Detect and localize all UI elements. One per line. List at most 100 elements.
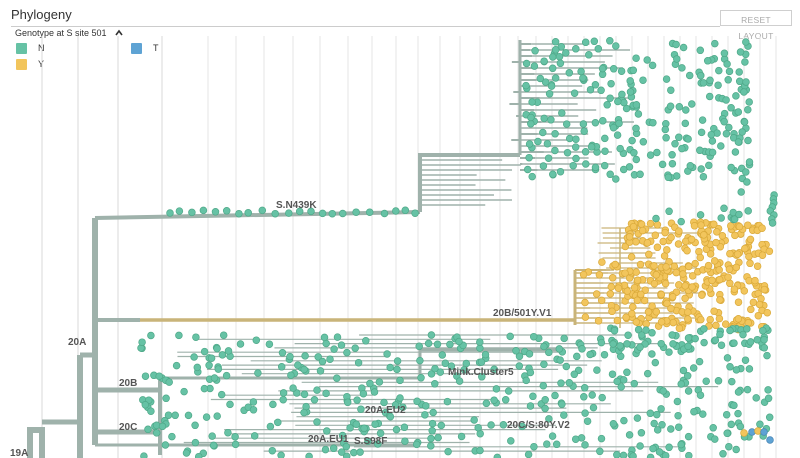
panel-title: Phylogeny: [11, 7, 72, 22]
tree-tip: [386, 412, 395, 421]
tree-tip: [527, 113, 535, 122]
tree-tip: [763, 308, 772, 317]
tree-tip: [431, 380, 439, 388]
tree-tip: [732, 263, 741, 272]
tree-tip: [155, 372, 163, 380]
tree-tip: [607, 79, 615, 88]
tree-tip: [188, 208, 196, 217]
chevron-up-icon[interactable]: [114, 28, 124, 38]
tree-tip: [745, 252, 753, 261]
tree-tip: [708, 148, 717, 157]
tree-tip: [596, 447, 604, 456]
tree-tip: [438, 351, 447, 359]
tree-tip: [691, 259, 699, 268]
tree-tip: [643, 369, 652, 378]
tree-tip: [572, 45, 580, 53]
tree-tip: [667, 425, 675, 433]
tree-tip: [570, 89, 579, 97]
tree-tip: [734, 138, 743, 146]
tree-tip: [295, 207, 304, 216]
tree-tip: [393, 357, 402, 365]
tree-tip: [492, 385, 501, 393]
tree-tip: [413, 397, 421, 406]
tree-tip: [383, 350, 391, 358]
tree-tip: [314, 353, 322, 361]
tree-tip: [490, 365, 498, 374]
tree-tip: [422, 402, 430, 410]
tree-tip: [330, 345, 338, 353]
tree-tip: [715, 314, 724, 323]
tree-tip: [700, 231, 708, 239]
tree-tip: [609, 65, 618, 73]
tree-tip: [437, 421, 446, 430]
tree-tip: [560, 334, 568, 343]
tree-tip: [745, 98, 753, 106]
tree-tip: [746, 338, 755, 346]
tree-tip: [727, 104, 735, 112]
tree-tip: [727, 420, 736, 429]
tree-tip: [735, 210, 743, 219]
tree-tip: [278, 349, 287, 357]
tree-tip: [200, 384, 209, 393]
tree-tip: [684, 342, 692, 351]
tree-tip: [565, 379, 574, 387]
tree-tip: [141, 372, 150, 380]
tree-tip: [601, 147, 609, 155]
tree-tip: [318, 357, 327, 366]
tree-tip: [716, 296, 724, 304]
tree-tip: [734, 409, 742, 418]
tree-tip: [717, 142, 725, 150]
tree-tip: [140, 452, 148, 458]
tree-tip: [642, 320, 650, 328]
tree-tip: [548, 64, 557, 73]
tree-tip: [380, 398, 388, 407]
tree-tips[interactable]: [137, 37, 778, 458]
tree-tip: [271, 209, 279, 218]
tree-tip: [526, 368, 535, 377]
tree-tip: [682, 106, 690, 114]
tree-tip: [279, 395, 287, 404]
tree-tip: [764, 394, 773, 403]
tree-tip: [649, 118, 657, 127]
tree-tip: [168, 432, 176, 441]
tree-tip: [665, 443, 673, 452]
tree-tip: [681, 282, 689, 290]
tree-tip: [362, 337, 370, 345]
tree-tip: [428, 419, 437, 428]
tree-tip: [563, 148, 572, 157]
tree-tip: [579, 120, 588, 128]
tree-tip: [650, 262, 658, 270]
tree-tip: [152, 429, 161, 437]
tree-tip: [681, 119, 690, 128]
legend-swatch-n: [16, 43, 27, 54]
tree-tip: [630, 379, 639, 388]
tree-tip: [551, 130, 559, 138]
tree-tip: [646, 409, 655, 418]
tree-tip: [714, 81, 722, 89]
tree-tip: [699, 79, 708, 87]
tree-tip: [581, 409, 589, 417]
tree-tip: [191, 438, 200, 447]
tree-tip: [224, 428, 232, 437]
tree-tip: [490, 396, 498, 404]
tree-tip: [200, 347, 209, 356]
tree-tip: [696, 146, 704, 155]
tree-tip: [444, 447, 452, 456]
tree-tip: [161, 441, 170, 449]
tree-tip: [351, 344, 359, 352]
tree-tip: [659, 237, 667, 246]
tree-tip: [597, 434, 606, 443]
tree-tip: [504, 387, 513, 395]
reset-layout-button[interactable]: RESET LAYOUT: [720, 10, 792, 41]
tree-tip: [250, 432, 259, 440]
tree-tip: [651, 231, 660, 240]
tree-tip: [541, 404, 549, 413]
tree-tip: [608, 307, 616, 316]
tree-tip: [598, 258, 606, 266]
tree-tip: [269, 400, 277, 409]
tree-tip: [632, 238, 640, 246]
phylogeny-tree[interactable]: S.N439K 20B/501Y.V1 20A 20B Mink.Cluster…: [0, 36, 800, 458]
tree-tip: [190, 353, 198, 361]
tree-tip: [360, 424, 368, 433]
tree-tip: [633, 296, 642, 305]
